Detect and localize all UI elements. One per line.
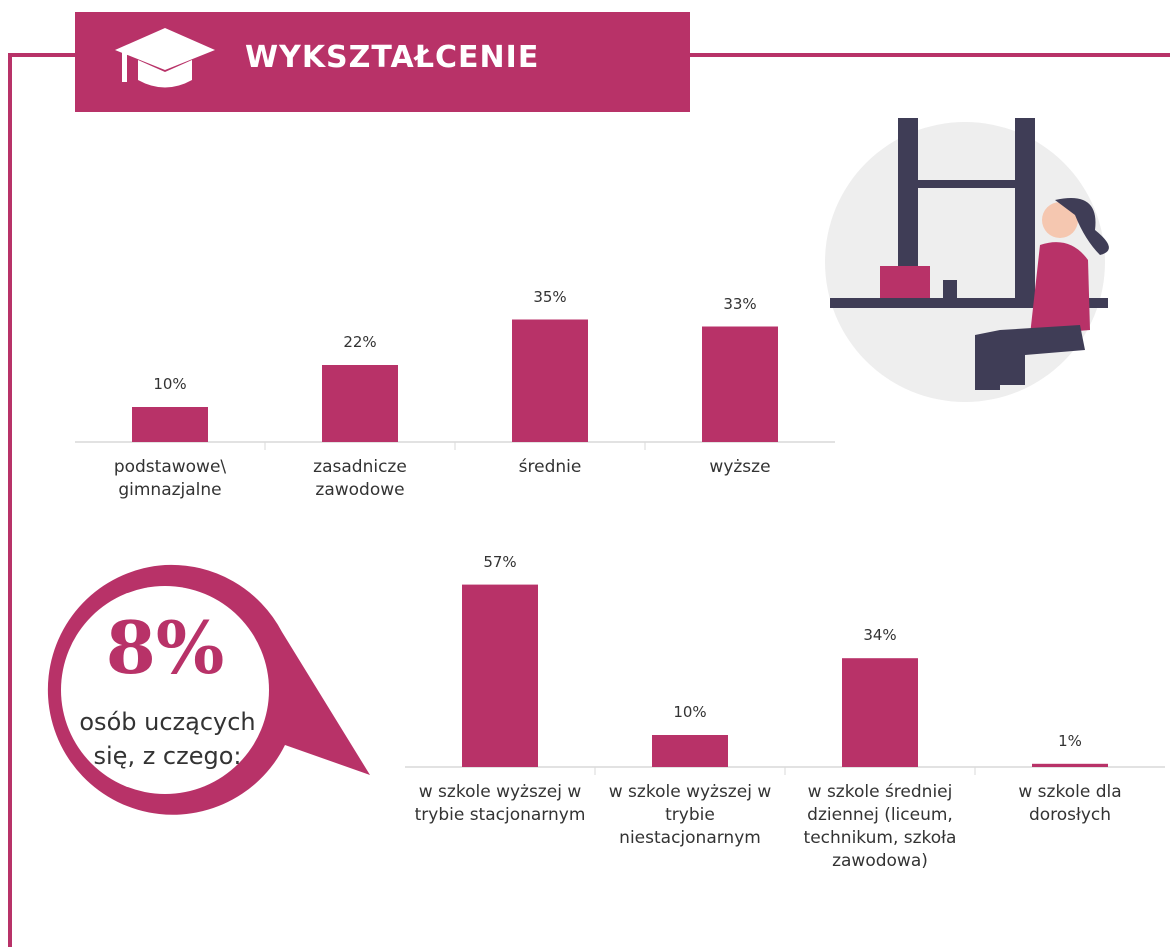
category-label: w szkole dla dorosłych (1018, 782, 1122, 825)
category-label: zasadnicze zawodowe (313, 457, 407, 500)
bar (462, 584, 538, 767)
bar (512, 319, 588, 442)
value-label: 22% (343, 333, 377, 351)
value-label: 34% (863, 626, 897, 645)
value-label: 33% (723, 294, 757, 313)
header-title: WYKSZTAŁCENIE (245, 40, 540, 75)
value-label: 10% (673, 703, 707, 721)
category-label: średnie (518, 457, 582, 477)
category-label: wyższe (709, 457, 771, 477)
callout-value: 8% (105, 605, 225, 690)
cap-icon (115, 28, 215, 88)
value-label: 57% (483, 552, 517, 571)
bar (322, 365, 398, 442)
bar (132, 407, 208, 442)
value-label: 1% (1058, 731, 1082, 750)
frame (8, 53, 1170, 947)
category-label: w szkole średniej dziennej (liceum, tech… (803, 782, 957, 871)
bar (702, 326, 778, 442)
illustration (825, 118, 1109, 402)
callout-text: osób uczących się, z czego: (79, 708, 256, 770)
bar (1032, 763, 1108, 767)
value-label: 10% (153, 375, 187, 393)
value-label: 35% (533, 287, 567, 306)
callout-shape (47, 564, 370, 815)
category-label: podstawowe\ gimnazjalne (113, 457, 227, 500)
bar (842, 658, 918, 767)
category-label: w szkole wyższej w trybie niestacjonarny… (608, 782, 772, 848)
bar (652, 735, 728, 767)
category-label: w szkole wyższej w trybie stacjonarnym (414, 782, 586, 825)
